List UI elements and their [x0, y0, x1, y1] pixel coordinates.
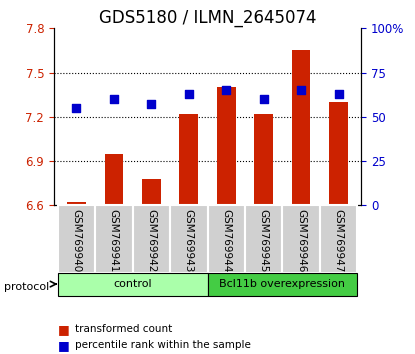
FancyBboxPatch shape [58, 205, 95, 273]
Bar [329, 102, 348, 205]
FancyBboxPatch shape [133, 205, 170, 273]
Text: GSM769947: GSM769947 [334, 209, 344, 272]
Point [335, 91, 342, 97]
Text: GSM769942: GSM769942 [146, 209, 156, 272]
FancyBboxPatch shape [95, 205, 133, 273]
Title: GDS5180 / ILMN_2645074: GDS5180 / ILMN_2645074 [99, 9, 316, 27]
Text: GSM769941: GSM769941 [109, 209, 119, 272]
Text: GSM769943: GSM769943 [184, 209, 194, 272]
Bar [292, 50, 310, 205]
FancyBboxPatch shape [282, 205, 320, 273]
Text: transformed count: transformed count [75, 324, 172, 334]
FancyBboxPatch shape [208, 205, 245, 273]
Bar [254, 114, 273, 205]
Point [73, 105, 80, 111]
FancyBboxPatch shape [170, 205, 208, 273]
Text: GSM769940: GSM769940 [71, 209, 81, 272]
Bar [67, 202, 86, 205]
Point [298, 87, 305, 93]
Point [110, 96, 117, 102]
Text: control: control [113, 279, 152, 289]
Point [260, 96, 267, 102]
Text: protocol: protocol [4, 282, 49, 292]
FancyBboxPatch shape [245, 205, 282, 273]
Text: GSM769944: GSM769944 [221, 209, 231, 272]
Text: GSM769946: GSM769946 [296, 209, 306, 272]
FancyBboxPatch shape [58, 273, 208, 296]
Point [186, 91, 192, 97]
FancyBboxPatch shape [208, 273, 357, 296]
FancyBboxPatch shape [320, 205, 357, 273]
Text: ■: ■ [58, 339, 70, 352]
Point [223, 87, 229, 93]
Bar [179, 114, 198, 205]
Bar [217, 87, 236, 205]
Bar [142, 179, 161, 205]
Text: percentile rank within the sample: percentile rank within the sample [75, 340, 251, 350]
Text: GSM769945: GSM769945 [259, 209, 269, 272]
Point [148, 102, 155, 107]
Text: Bcl11b overexpression: Bcl11b overexpression [220, 279, 345, 289]
Text: ■: ■ [58, 323, 70, 336]
Bar [105, 154, 123, 205]
